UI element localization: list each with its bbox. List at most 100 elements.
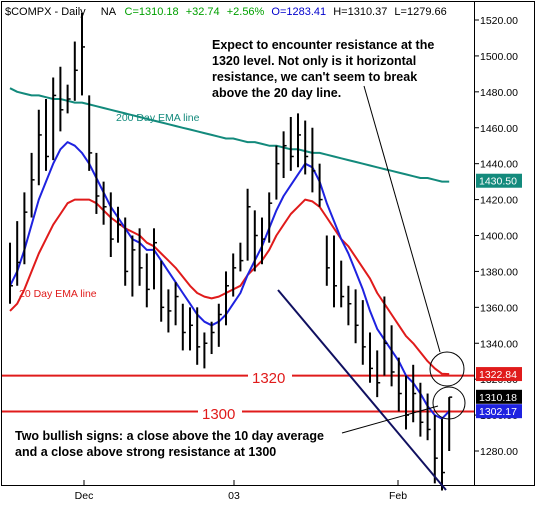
price-bar (354, 289, 359, 344)
price-bar (253, 210, 258, 272)
resistance-pointer-line (363, 85, 441, 353)
resistance-note-line4: above the 20 day line. (212, 86, 341, 100)
header-change: +32.74 (186, 6, 220, 18)
price-bars (9, 12, 453, 491)
price-bar (361, 300, 366, 365)
price-bar (376, 350, 381, 398)
price-bar (318, 163, 323, 207)
level-label-1320: 1320 (252, 370, 285, 387)
price-bar (289, 116, 294, 171)
x-axis: Dec 03 Feb (75, 480, 407, 502)
price-bar (81, 12, 85, 96)
ema10-line (9, 141, 450, 420)
price-bar (261, 217, 265, 265)
price-bar (95, 152, 100, 214)
price-bar (66, 84, 71, 114)
price-bar (225, 271, 229, 326)
price-tag-label: 1430.50 (479, 176, 517, 188)
ema200-line (9, 87, 450, 183)
price-tag-bg (476, 389, 522, 404)
header-high: H=1310.37 (333, 6, 387, 18)
price-bar (383, 296, 388, 376)
price-bar (325, 235, 330, 286)
price-tag-label: 1310.18 (479, 392, 517, 404)
y-axis: 1520.00 1500.00 1480.00 1460.00 1440.00 1420.… (474, 15, 518, 458)
y-tick-label: 1380.00 (480, 266, 518, 278)
price-bar (9, 242, 13, 304)
y-tick-label: 1520.00 (480, 15, 518, 27)
price-tag-bg (476, 367, 522, 382)
price-bar (37, 109, 42, 186)
price-bar (73, 41, 78, 101)
price-bar (246, 188, 251, 261)
x-tick-label: Feb (389, 490, 407, 502)
y-tick-label: 1280.00 (480, 446, 518, 458)
price-bar (59, 66, 64, 132)
price-bar (433, 415, 438, 484)
chart-header: $COMPX - Daily NA C=1310.18 +32.74 +2.56… (5, 6, 447, 18)
price-bar (52, 77, 57, 161)
price-bar (131, 235, 136, 297)
price-bar (448, 396, 453, 451)
header-close: C=1310.18 (125, 6, 179, 18)
header-open: O=1283.41 (271, 6, 326, 18)
x-tick-label: Dec (75, 490, 94, 502)
price-bar (102, 181, 107, 225)
y-tick-label: 1460.00 (480, 123, 518, 135)
price-bar (196, 307, 201, 365)
callout-circle-20day (429, 351, 465, 387)
y-tick-label: 1340.00 (480, 338, 518, 350)
price-bar (210, 321, 215, 355)
bullish-pointer-line (341, 405, 439, 434)
price-bar (153, 228, 157, 290)
y-tick-label: 1360.00 (480, 302, 518, 314)
price-bar (45, 99, 49, 171)
price-bar (232, 253, 237, 297)
price-tag-bg (476, 404, 522, 419)
x-tick-label: 03 (228, 490, 240, 502)
resistance-note-line2: 1320 level. Not only is it horizontal (212, 54, 416, 68)
price-bar (304, 120, 309, 175)
ema200-label: 200 Day EMA line (116, 112, 200, 124)
price-bar (441, 418, 445, 491)
level-label-1300: 1300 (202, 406, 235, 423)
callout-circle-close (432, 386, 466, 420)
price-bar (397, 357, 402, 412)
price-bar (203, 332, 208, 369)
y-tick-label: 1440.00 (480, 159, 518, 171)
price-bar (340, 260, 345, 308)
ema20-label: 20 Day EMA line (19, 288, 97, 300)
price-bar (347, 285, 352, 326)
price-bar (275, 145, 280, 200)
price-axis-border (474, 1, 535, 486)
price-bar (426, 393, 431, 441)
header-change-pct: +2.56% (227, 6, 265, 18)
y-tick-label: 1420.00 (480, 195, 518, 207)
resistance-note-line3: resistance, we can't seem to break (212, 70, 417, 84)
price-bar (217, 303, 222, 347)
price-bar (16, 221, 21, 286)
price-bar (167, 289, 172, 333)
price-bar (117, 206, 121, 243)
header-exchange: NA (101, 6, 117, 18)
ema20-line (9, 198, 450, 376)
price-bar (390, 325, 395, 387)
y-tick-label: 1500.00 (480, 51, 518, 63)
price-bar (109, 192, 114, 258)
level-label-bg-1300 (198, 405, 242, 421)
price-bar (23, 192, 28, 265)
level-label-bg-1320 (248, 369, 292, 385)
price-tags: 1430.50 1322.84 1310.18 1302.17 (476, 173, 522, 419)
price-bar (333, 235, 337, 308)
ema200-series (9, 87, 450, 183)
price-bar (189, 307, 193, 351)
price-tag-label: 1322.84 (479, 369, 517, 381)
header-low: L=1279.66 (394, 6, 446, 18)
price-bar (160, 260, 165, 322)
y-tick-label: 1400.00 (480, 231, 518, 243)
ema10-series (9, 141, 450, 420)
price-bar (174, 282, 179, 326)
price-bar (297, 113, 301, 168)
